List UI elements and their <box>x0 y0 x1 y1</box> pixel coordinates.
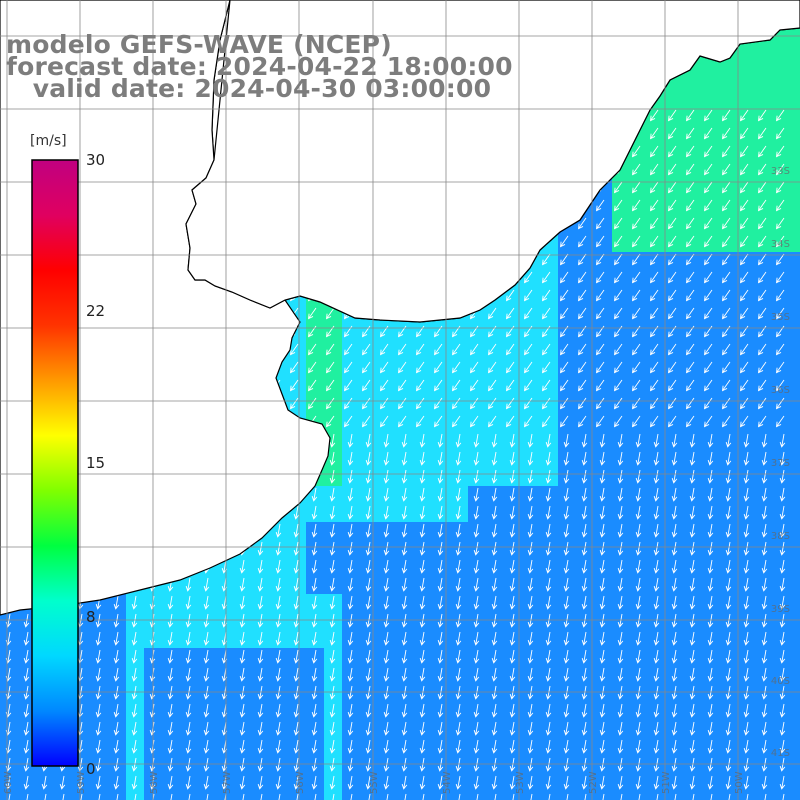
lon-label: 52W <box>588 771 599 794</box>
lon-label: 60W <box>3 771 14 794</box>
lat-label: 34S <box>771 239 790 250</box>
lat-label: 36S <box>771 385 790 396</box>
lon-label: 51W <box>661 771 672 794</box>
lon-label: 56W <box>295 771 306 794</box>
lon-label: 58W <box>149 771 160 794</box>
colorbar-tick-30: 30 <box>86 151 105 169</box>
title-valid-date: valid date: 2024-04-30 03:00:00 <box>6 76 491 101</box>
lat-label: 39S <box>771 604 790 615</box>
lon-label: 50W <box>734 771 745 794</box>
lon-label: 53W <box>515 771 526 794</box>
colorbar-tick-8: 8 <box>86 608 96 626</box>
lat-label: 35S <box>771 312 790 323</box>
lon-label: 57W <box>222 771 233 794</box>
colorbar-gradient <box>32 160 78 766</box>
colorbar-tick-22: 22 <box>86 302 105 320</box>
colorbar-unit: [m/s] <box>30 133 67 149</box>
colorbar-tick-15: 15 <box>86 454 105 472</box>
lat-label: 33S <box>771 166 790 177</box>
lat-label: 38S <box>771 531 790 542</box>
lon-label: 54W <box>442 771 453 794</box>
lat-label: 37S <box>771 458 790 469</box>
lon-label: 55W <box>369 771 380 794</box>
lat-label: 41S <box>771 748 790 759</box>
lat-label: 40S <box>771 676 790 687</box>
colorbar <box>30 158 82 770</box>
colorbar-tick-0: 0 <box>86 760 96 778</box>
